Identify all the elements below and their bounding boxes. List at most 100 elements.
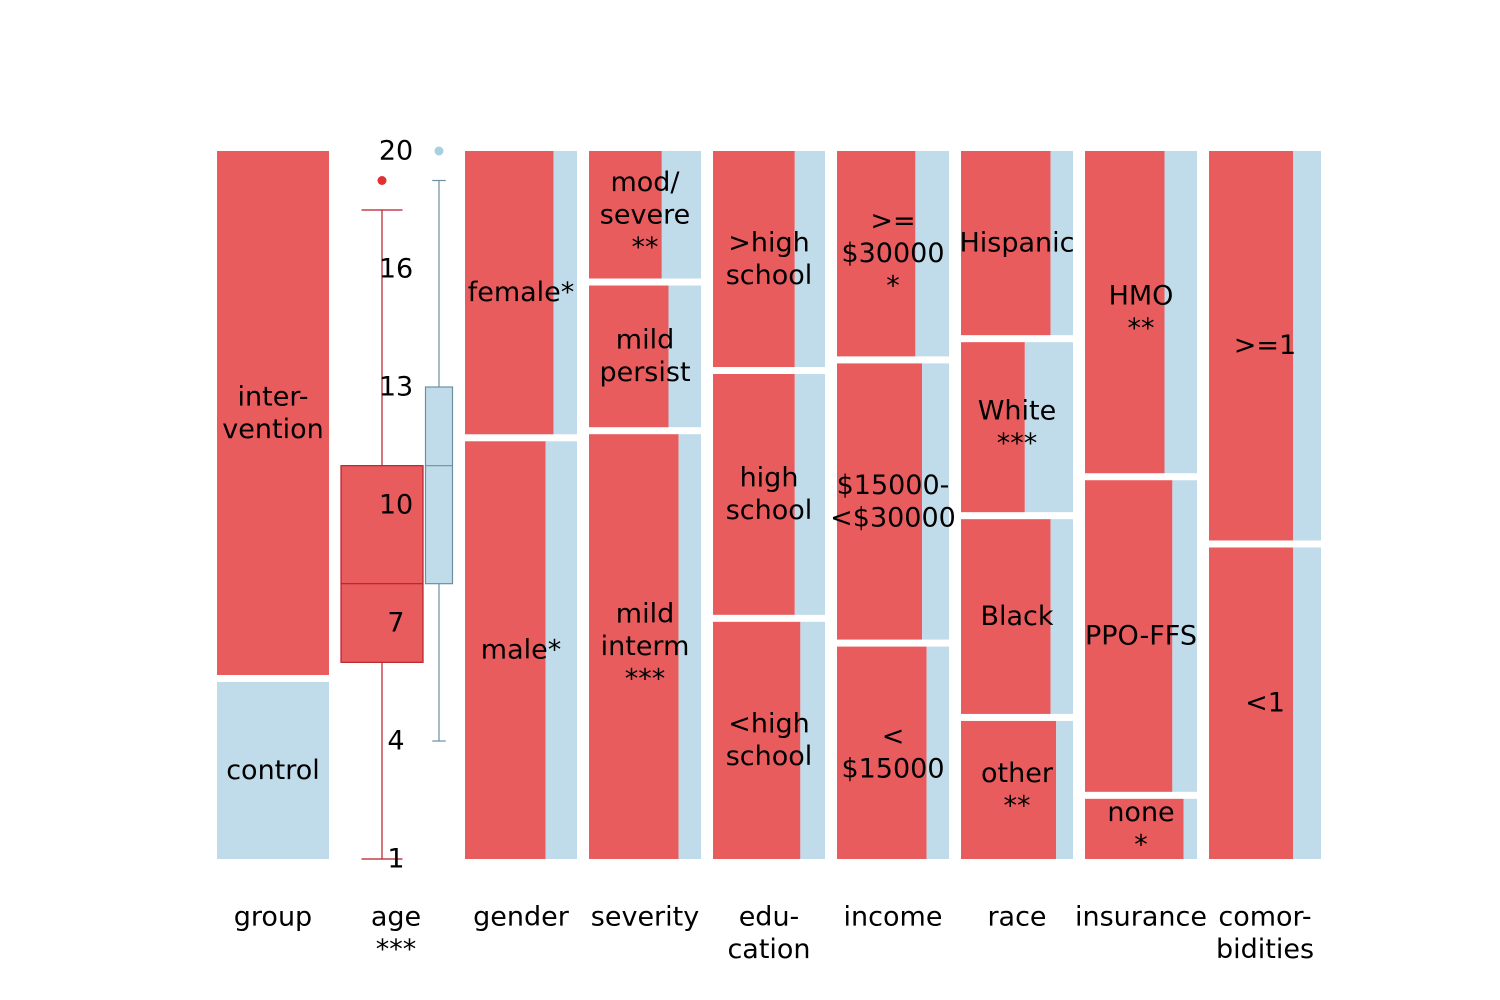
segment-intervention-bar — [589, 285, 669, 428]
segment-control-bar — [661, 151, 701, 279]
column-label: severity — [591, 902, 699, 933]
mosaic-segment: Hispanic — [959, 151, 1075, 336]
segment-control-bar — [926, 646, 949, 859]
mosaic-segment: <high school — [713, 621, 825, 859]
age-tick-label: 16 — [379, 254, 413, 285]
mosaic-segment: mild interm *** — [589, 434, 701, 859]
mosaic-segment: other ** — [961, 720, 1073, 859]
mosaic-segment: inter-vention — [217, 151, 329, 675]
segment-intervention-bar — [961, 151, 1051, 336]
segment-label: high school — [726, 463, 813, 527]
segment-intervention-bar — [713, 374, 795, 615]
column-5: >= $30000 * $15000-<$30000 < $15000 income — [830, 151, 956, 933]
mosaic-segment: >= $30000 * — [837, 151, 949, 357]
segment-intervention-bar — [1209, 151, 1293, 541]
segment-label: inter-vention — [222, 381, 323, 445]
segment-intervention-bar — [1085, 480, 1173, 792]
mosaic-segment: high school — [713, 374, 825, 615]
segment-intervention-bar — [837, 151, 916, 357]
segment-label: >= $30000 * — [841, 206, 944, 302]
segment-intervention-bar — [1209, 547, 1293, 859]
segment-label: none * — [1107, 797, 1174, 861]
segment-intervention-bar — [837, 363, 923, 640]
column-label: edu-cation — [727, 902, 810, 966]
segment-control-bar — [1050, 519, 1073, 714]
segment-control-bar — [1172, 480, 1197, 792]
age-box-intervention — [340, 176, 424, 860]
age-tick-label: 4 — [387, 726, 404, 757]
segment-intervention-bar — [1085, 798, 1184, 859]
mosaic-segment: mild persist — [589, 285, 701, 428]
column-6: Hispanic White *** Black other ** race — [959, 151, 1075, 933]
segment-intervention-bar — [589, 151, 662, 279]
age-tick-label: 1 — [387, 844, 404, 875]
segment-control-bar — [1183, 798, 1197, 859]
mosaic-segment: $15000-<$30000 — [830, 363, 956, 640]
segment-intervention-bar — [961, 519, 1051, 714]
segment-label: mod/severe ** — [600, 167, 690, 263]
segment-label: < $15000 — [841, 721, 944, 785]
column-label: gender — [473, 902, 570, 933]
segment-label: male* — [481, 635, 561, 666]
segment-control-bar — [553, 151, 577, 435]
segment-control-bar — [794, 151, 825, 368]
mosaic-segment: female* — [465, 151, 577, 435]
age-box-control — [424, 146, 454, 742]
segment-label: >high school — [726, 227, 813, 291]
segment-intervention-bar — [589, 434, 679, 859]
age-tick-label: 10 — [379, 490, 413, 521]
segment-label: Hispanic — [959, 228, 1074, 259]
column-label: insurance — [1075, 902, 1207, 933]
segment-intervention-bar — [713, 621, 801, 859]
segment-control-bar — [794, 374, 825, 615]
mosaic-segment: none * — [1085, 797, 1197, 861]
age-tick-label: 7 — [387, 608, 404, 639]
mosaic-segment: >=1 — [1209, 151, 1321, 541]
segment-control-bar — [915, 151, 949, 357]
column-7: HMO ** PPO-FFS none * insurance — [1075, 151, 1207, 933]
segment-intervention-bar — [465, 441, 546, 859]
mosaic-segment: HMO ** — [1085, 151, 1197, 474]
age-box-control-outlier — [434, 146, 444, 156]
segment-label: mild persist — [599, 325, 690, 389]
column-label: comor-bidities — [1216, 902, 1314, 966]
segment-control-bar — [668, 285, 701, 428]
column-1: 1 4 7 10 13 16 20 age *** — [340, 136, 454, 965]
age-tick-label: 20 — [379, 136, 413, 167]
segment-intervention-bar — [961, 342, 1025, 513]
segment-label: other ** — [981, 758, 1054, 822]
segment-label: control — [226, 755, 320, 786]
segment-label: <high school — [726, 709, 813, 773]
column-label: income — [844, 902, 943, 933]
segment-intervention-bar — [713, 151, 795, 368]
segment-intervention-bar — [217, 151, 329, 675]
segment-label: <1 — [1245, 688, 1285, 719]
segment-label: mild interm *** — [601, 599, 690, 695]
segment-label: HMO ** — [1109, 280, 1174, 344]
segment-intervention-bar — [1085, 151, 1165, 474]
mosaic-segment: Black — [961, 519, 1073, 714]
segment-control-bar — [545, 441, 577, 859]
column-label: group — [234, 902, 312, 933]
mosaic-segment: male* — [465, 441, 577, 859]
age-box-intervention-box — [340, 465, 424, 663]
segment-control-bar — [1024, 342, 1073, 513]
mosaic-segment: < $15000 — [837, 646, 949, 859]
segment-label: $15000-<$30000 — [830, 470, 956, 534]
column-8: >=1 <1 comor-bidities — [1209, 151, 1321, 965]
mosaic-segment: >high school — [713, 151, 825, 368]
segment-label: Black — [980, 601, 1053, 632]
mosaic-segment: PPO-FFS — [1085, 480, 1197, 792]
segment-control-bar — [1050, 151, 1073, 336]
age-tick-label: 13 — [379, 372, 413, 403]
segment-control-bar — [1164, 151, 1197, 474]
mosaic-segment: control — [217, 682, 329, 859]
segment-control-bar — [800, 621, 825, 859]
segment-intervention-bar — [837, 646, 927, 859]
segment-control-bar — [922, 363, 949, 640]
age-box-control-box — [424, 386, 454, 585]
segment-intervention-bar — [465, 151, 554, 435]
column-0: inter-vention control group — [217, 151, 329, 933]
segment-control-bar — [1293, 547, 1321, 859]
